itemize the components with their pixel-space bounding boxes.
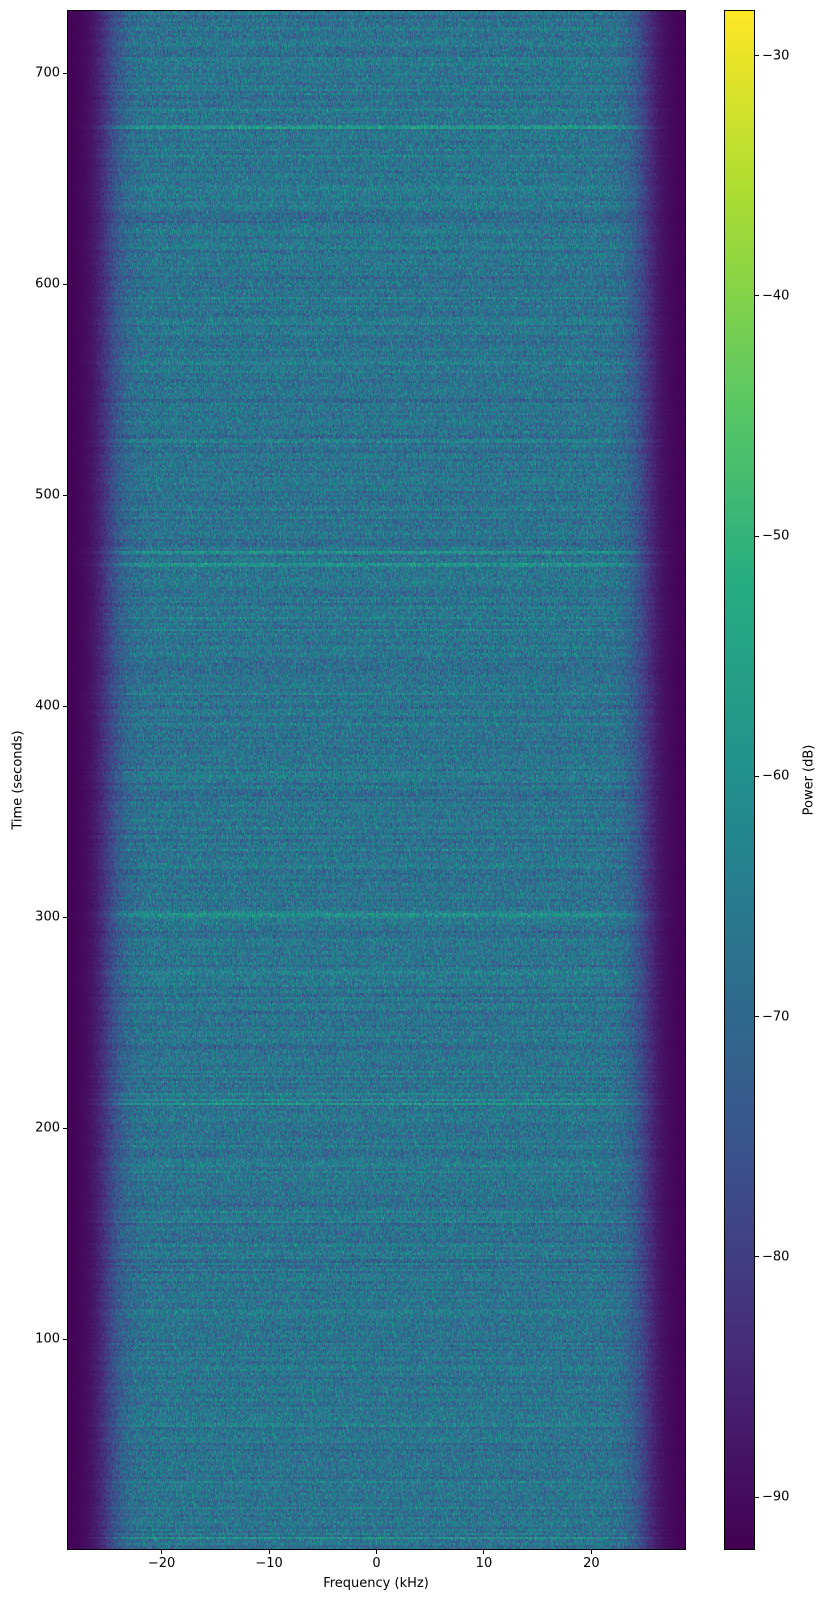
y-tick-label: 500: [35, 487, 60, 503]
x-tick-label: 0: [372, 1556, 381, 1571]
colorbar-gradient: [725, 11, 754, 1549]
y-tick-label: 100: [35, 1331, 60, 1347]
colorbar: [724, 10, 755, 1550]
x-tick-label: −10: [255, 1556, 283, 1571]
y-tick: [63, 705, 67, 707]
y-tick: [63, 916, 67, 918]
spectrogram-plot-area: [67, 10, 686, 1550]
colorbar-tick-label: −30: [762, 48, 790, 64]
colorbar-tick-label: −70: [762, 1009, 790, 1025]
y-tick-label: 300: [35, 909, 60, 925]
y-tick: [63, 1127, 67, 1129]
colorbar-tick: [755, 775, 759, 777]
colorbar-tick: [755, 535, 759, 537]
y-tick-label: 700: [35, 65, 60, 81]
x-tick: [376, 1550, 377, 1554]
colorbar-tick-label: −40: [762, 288, 790, 304]
y-tick: [63, 494, 67, 496]
colorbar-tick-label: −50: [762, 528, 790, 544]
colorbar-tick: [755, 1016, 759, 1018]
x-tick-label: 10: [475, 1556, 493, 1571]
colorbar-tick: [755, 1496, 759, 1498]
y-tick: [63, 283, 67, 285]
y-axis-label: Time (seconds): [10, 730, 26, 830]
y-tick-label: 400: [35, 698, 60, 714]
x-axis-label: Frequency (kHz): [323, 1576, 429, 1591]
colorbar-tick-label: −60: [762, 768, 790, 784]
colorbar-tick: [755, 295, 759, 297]
spectrogram-heatmap: [68, 11, 685, 1549]
y-tick-label: 200: [35, 1120, 60, 1136]
colorbar-label: Power (dB): [801, 744, 817, 816]
y-tick: [63, 1338, 67, 1340]
x-tick-label: 20: [583, 1556, 600, 1571]
x-tick-label: −20: [147, 1556, 176, 1571]
colorbar-tick: [755, 55, 759, 57]
colorbar-tick-label: −80: [762, 1249, 790, 1265]
y-tick-label: 600: [35, 276, 60, 292]
x-tick: [590, 1550, 592, 1554]
x-tick: [268, 1550, 270, 1554]
x-tick: [483, 1550, 485, 1554]
x-tick: [161, 1550, 163, 1554]
colorbar-tick: [755, 1256, 759, 1258]
colorbar-tick-label: −90: [762, 1489, 790, 1505]
y-tick: [63, 72, 67, 74]
